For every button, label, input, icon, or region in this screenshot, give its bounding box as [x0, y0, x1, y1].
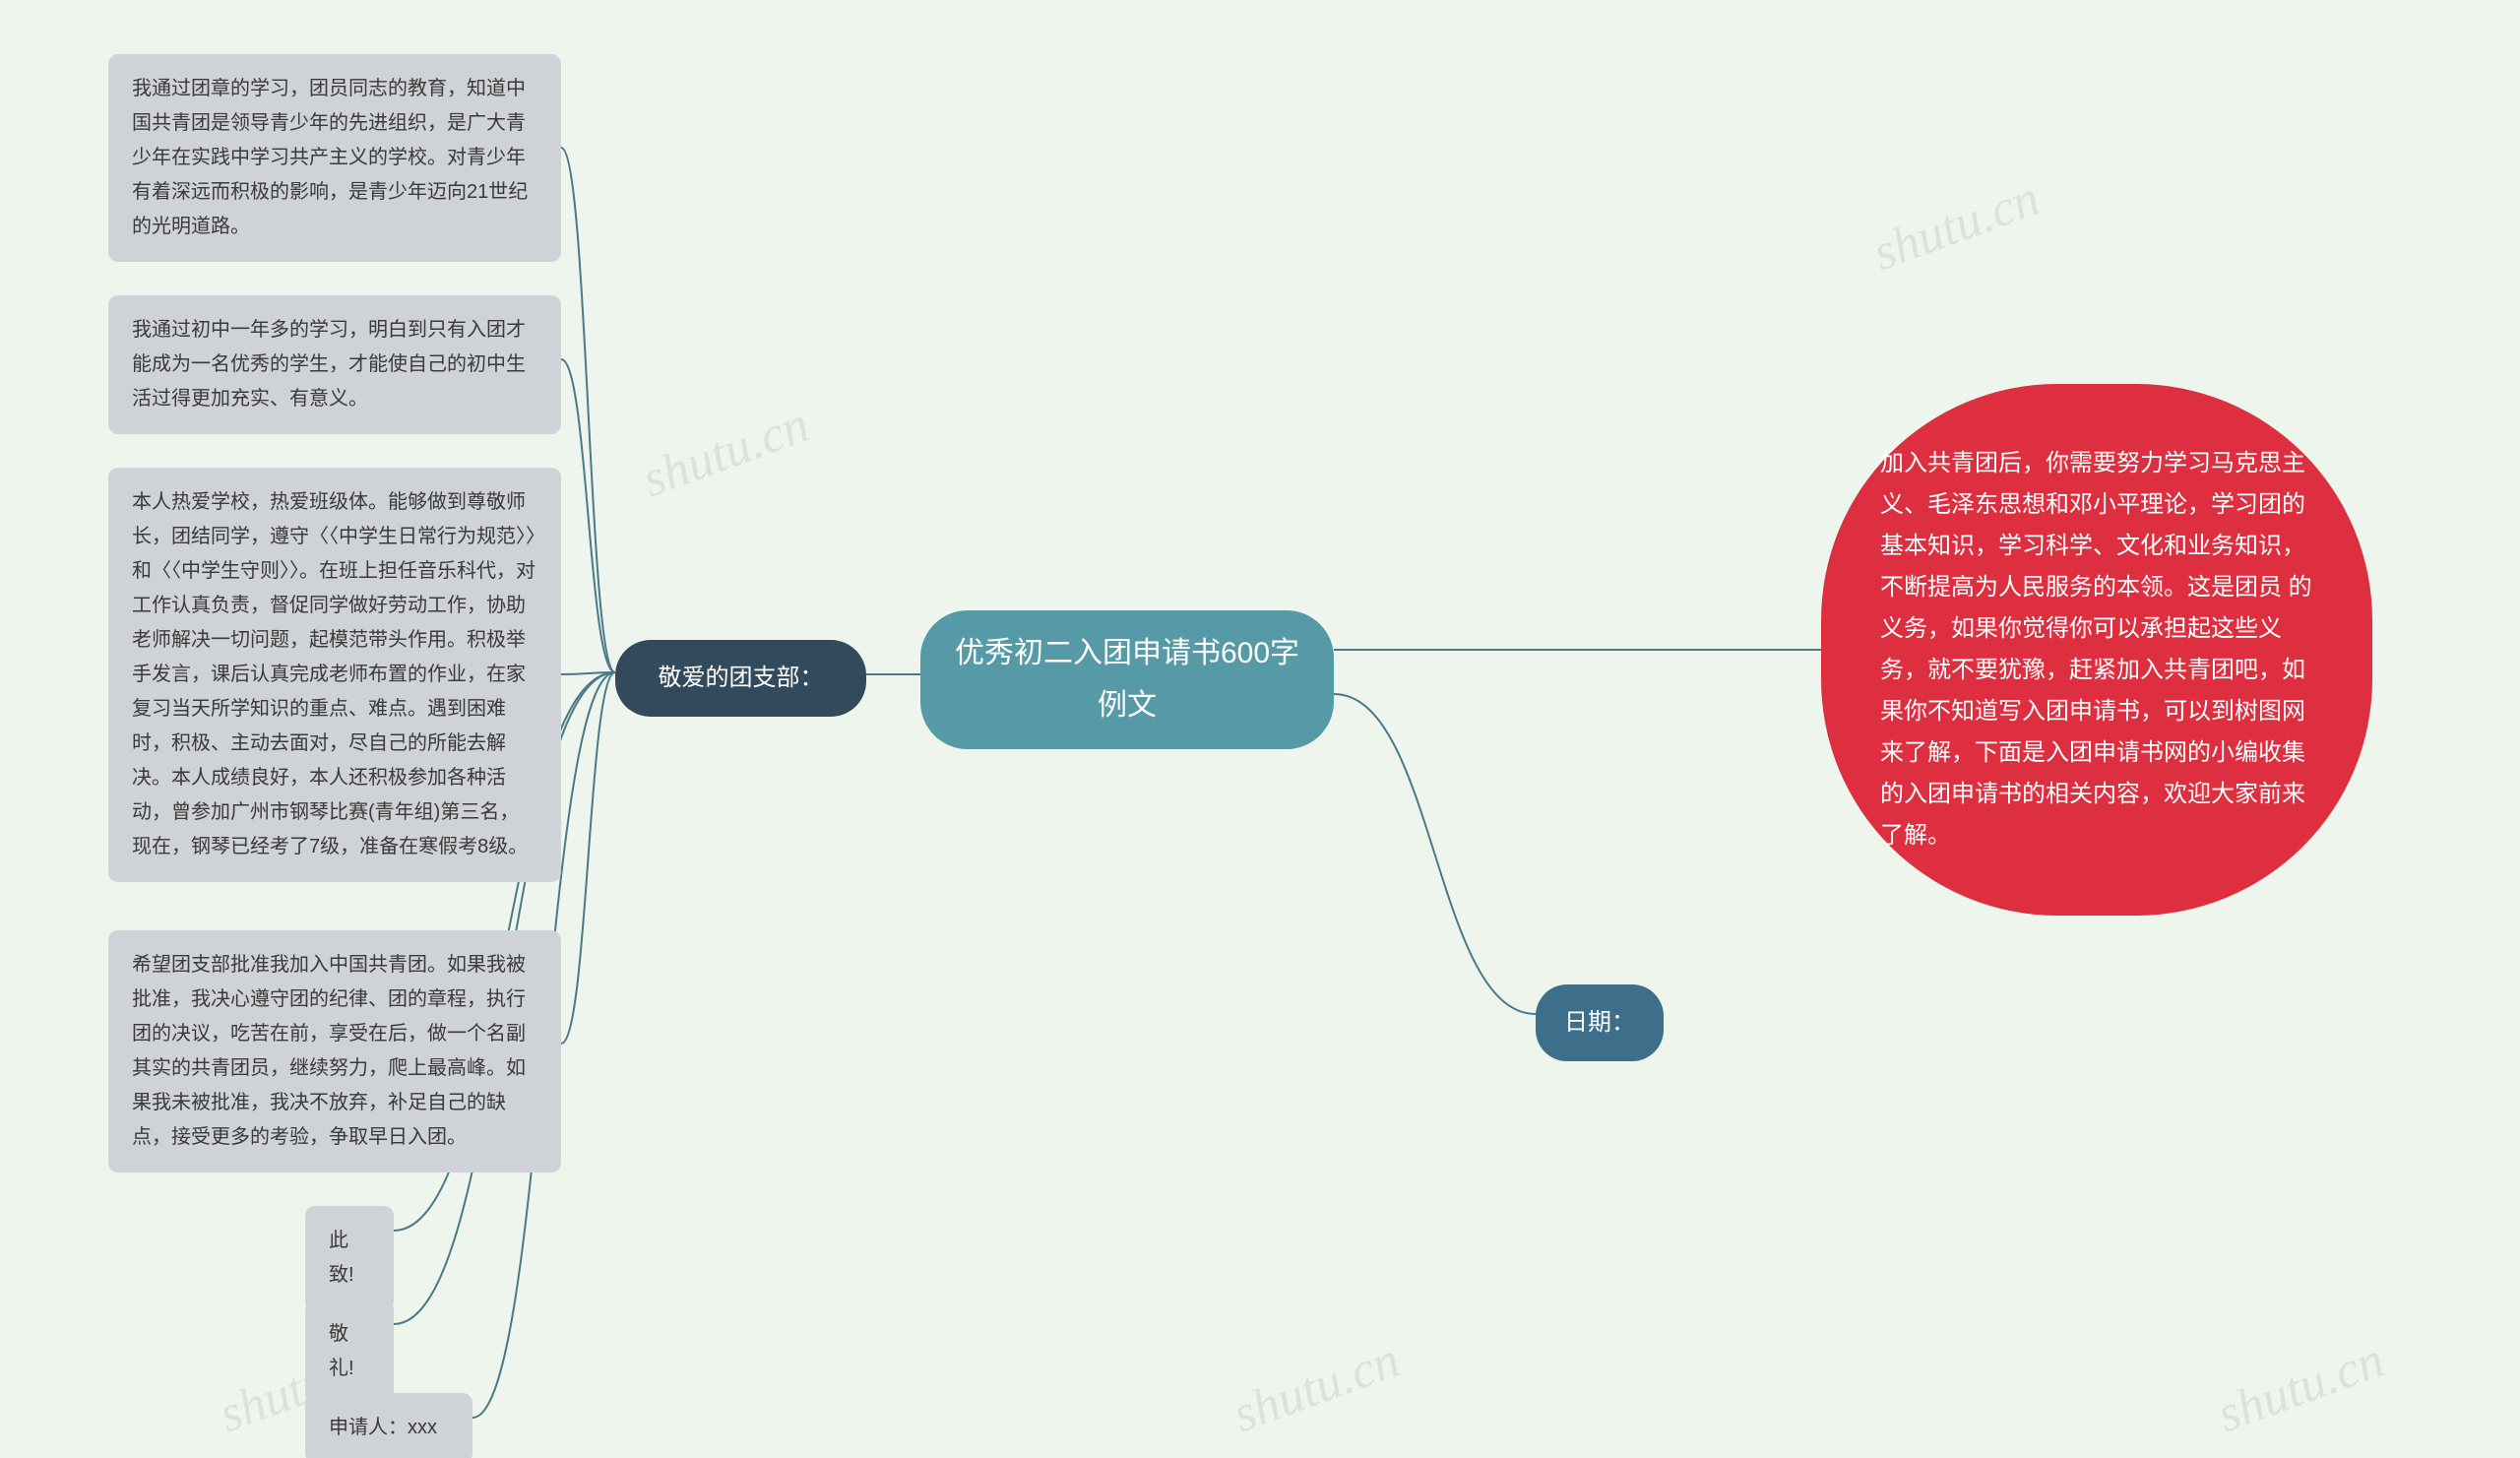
watermark: shutu.cn — [2210, 1331, 2391, 1444]
watermark: shutu.cn — [1226, 1331, 1407, 1444]
mindmap-canvas: shutu.cn shutu.cn shutu.cn shutu.cn shut… — [0, 0, 2520, 1458]
leaf-node[interactable]: 我通过团章的学习，团员同志的教育，知道中国共青团是领导青少年的先进组织，是广大青… — [108, 54, 561, 262]
leaf-node[interactable]: 希望团支部批准我加入中国共青团。如果我被批准，我决心遵守团的纪律、团的章程，执行… — [108, 930, 561, 1173]
watermark: shutu.cn — [1865, 169, 2047, 283]
watermark: shutu.cn — [635, 396, 816, 509]
intro-node[interactable]: 加入共青团后，你需要努力学习马克思主义、毛泽东思想和邓小平理论，学习团的基本知识… — [1821, 384, 2372, 916]
date-node[interactable]: 日期： — [1536, 984, 1664, 1061]
leaf-node[interactable]: 申请人：xxx — [305, 1393, 472, 1458]
leaf-node[interactable]: 本人热爱学校，热爱班级体。能够做到尊敬师长，团结同学，遵守〈〈中学生日常行为规范… — [108, 468, 561, 882]
leaf-node[interactable]: 此致! — [305, 1206, 394, 1310]
leaf-node[interactable]: 敬礼! — [305, 1300, 394, 1404]
leaf-node[interactable]: 我通过初中一年多的学习，明白到只有入团才能成为一名优秀的学生，才能使自己的初中生… — [108, 295, 561, 434]
center-node[interactable]: 优秀初二入团申请书600字例文 — [920, 610, 1334, 749]
salutation-node[interactable]: 敬爱的团支部： — [615, 640, 866, 717]
